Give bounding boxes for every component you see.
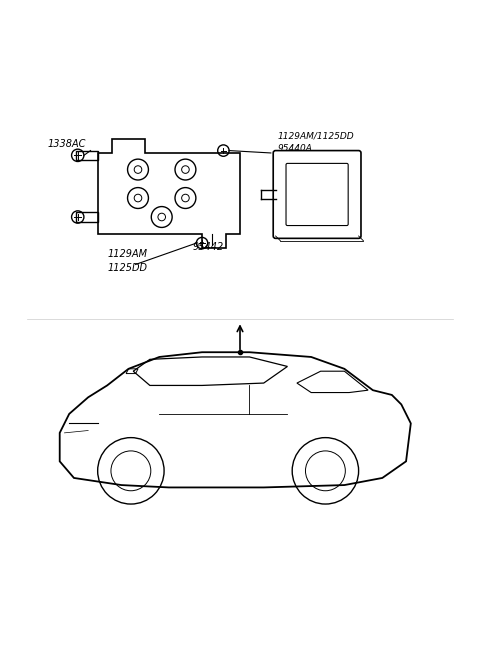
Text: 95442: 95442 bbox=[192, 242, 224, 252]
Text: 1338AC: 1338AC bbox=[48, 139, 86, 149]
Text: 1129AM/1125DD
95440A: 1129AM/1125DD 95440A bbox=[278, 132, 355, 152]
Text: 1129AM
1125DD: 1129AM 1125DD bbox=[107, 250, 147, 273]
